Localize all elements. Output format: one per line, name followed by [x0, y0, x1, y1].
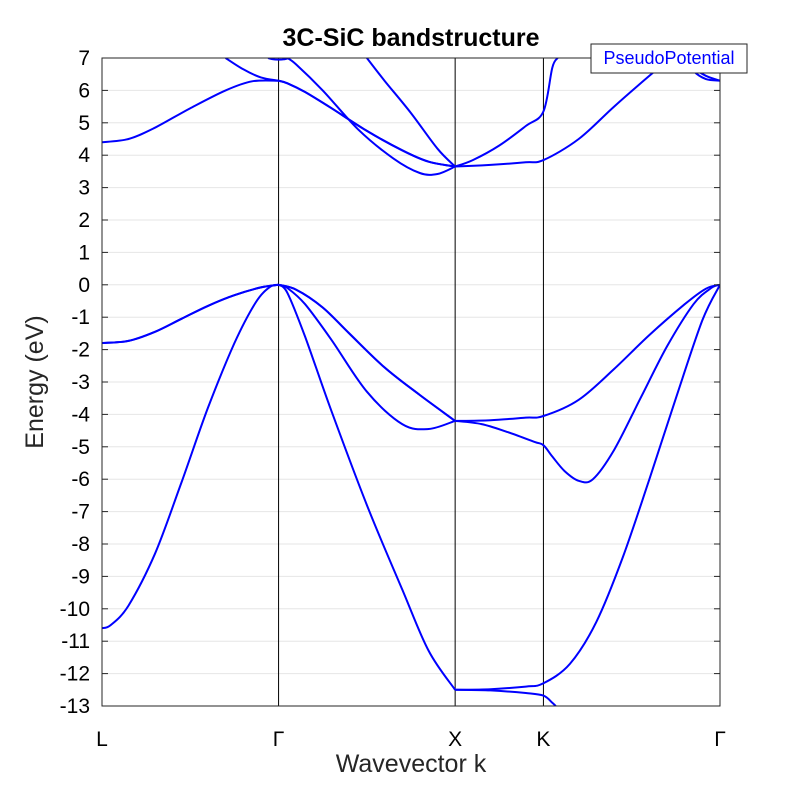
legend: PseudoPotential [590, 43, 748, 74]
y-tick-label: 3 [78, 177, 90, 200]
y-tick-label: -2 [71, 339, 90, 362]
x-tick-label: L [96, 728, 108, 751]
band-line-14 [366, 58, 456, 168]
band-line-3 [102, 283, 279, 345]
band-line-6 [267, 58, 290, 61]
y-tick-label: -10 [60, 598, 90, 621]
y-tick-label: 2 [78, 209, 90, 232]
band-line-9 [278, 283, 456, 422]
y-tick-label: -12 [60, 663, 90, 686]
y-tick-label: -7 [71, 501, 90, 524]
y-tick-label: 6 [78, 79, 90, 102]
y-tick-label: 4 [78, 144, 90, 167]
legend-box [590, 43, 748, 74]
y-tick-label: -5 [71, 436, 90, 459]
x-tick-label: K [536, 728, 550, 751]
band-line-19 [455, 283, 720, 422]
band-line-10 [277, 283, 456, 691]
band-line-4 [102, 79, 279, 144]
band-line-13 [286, 58, 456, 176]
x-tick-label: Γ [714, 728, 726, 751]
band-line-22 [455, 688, 557, 706]
band-line-5 [225, 58, 279, 82]
band-line-20 [454, 283, 720, 484]
y-tick-label: -4 [71, 403, 90, 426]
band-line-7 [278, 283, 456, 431]
y-tick-label: -11 [61, 630, 90, 653]
legend-entry-pseudopotential: PseudoPotential [603, 48, 734, 68]
band-line-15 [454, 58, 559, 168]
x-tick-label: Γ [273, 728, 285, 751]
band-line-1 [102, 283, 279, 630]
y-tick-label: 1 [78, 241, 90, 264]
y-tick-label: -13 [60, 695, 90, 718]
y-tick-label: -1 [71, 306, 90, 329]
y-tick-label: -9 [71, 565, 90, 588]
y-tick-label: -3 [71, 371, 90, 394]
y-tick-label: 0 [78, 274, 90, 297]
y-tick-label: -8 [71, 533, 90, 556]
grid-lines [102, 89, 720, 675]
chart-title: 3C-SiC bandstructure [283, 24, 540, 52]
x-tick-label: X [448, 728, 462, 751]
y-axis-ticks: 7 6 5 4 3 2 1 0 -1 -2 -3 -4 -5 -6 -7 -8 -9 -10 -11 -12 -13 [60, 47, 720, 718]
y-tick-label: 7 [78, 47, 90, 70]
y-tick-label: -6 [71, 468, 90, 491]
band-line-21 [455, 284, 720, 691]
y-axis-label: Energy (eV) [21, 315, 49, 448]
y-tick-label: 5 [78, 112, 90, 135]
x-axis-label: Wavevector k [336, 750, 487, 778]
